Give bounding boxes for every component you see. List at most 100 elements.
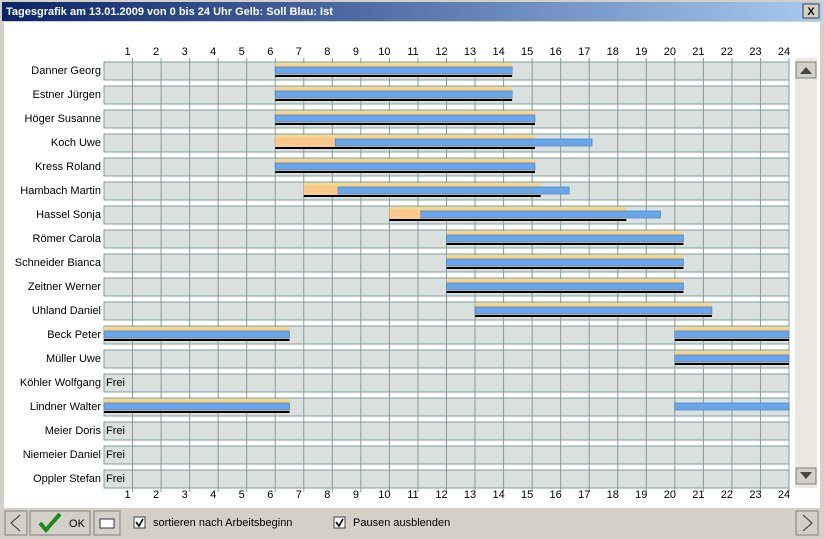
x-tick-label: 21 bbox=[692, 46, 704, 58]
row-label: Hambach Martin bbox=[20, 185, 101, 197]
ist-bar bbox=[474, 306, 713, 315]
x-tick-label: 9 bbox=[353, 489, 359, 501]
soll-underline bbox=[104, 411, 290, 413]
x-tick-label: 8 bbox=[324, 46, 330, 58]
x-tick-label: 4 bbox=[210, 46, 216, 58]
ist-bar bbox=[446, 282, 684, 291]
checkbox[interactable] bbox=[133, 516, 146, 529]
checkbox[interactable] bbox=[333, 516, 346, 529]
soll-top bbox=[475, 303, 712, 305]
x-tick-label: 17 bbox=[578, 46, 590, 58]
free-label: Frei bbox=[106, 449, 125, 461]
soll-top bbox=[674, 327, 789, 329]
next-arrow bbox=[802, 514, 813, 532]
soll-underline bbox=[674, 339, 789, 341]
x-tick-label: 18 bbox=[607, 46, 619, 58]
x-tick-label: 15 bbox=[521, 489, 533, 501]
ok-label[interactable]: OK bbox=[69, 518, 86, 530]
x-tick-label: 4 bbox=[210, 489, 216, 501]
soll-top bbox=[275, 63, 513, 65]
ok-check bbox=[38, 512, 62, 534]
window-title: Tagesgrafik am 13.01.2009 von 0 bis 24 U… bbox=[6, 6, 333, 18]
x-tick-label: 20 bbox=[664, 489, 676, 501]
x-tick-label: 10 bbox=[378, 46, 390, 58]
close-button[interactable] bbox=[802, 3, 820, 19]
row-label: Beck Peter bbox=[47, 329, 101, 341]
soll-underline bbox=[275, 75, 513, 77]
x-tick-label: 17 bbox=[578, 489, 590, 501]
soll-top bbox=[446, 279, 684, 281]
row-label: Köhler Wolfgang bbox=[20, 377, 101, 389]
row-label: Zeitner Werner bbox=[28, 281, 101, 293]
x-tick-label: 19 bbox=[635, 46, 647, 58]
x-tick-label: 18 bbox=[607, 489, 619, 501]
x-tick-label: 23 bbox=[749, 46, 761, 58]
x-tick-label: 14 bbox=[492, 46, 504, 58]
soll-underline bbox=[275, 123, 535, 125]
free-label: Frei bbox=[106, 425, 125, 437]
close-label[interactable]: X bbox=[807, 6, 815, 18]
row-label: Niemeier Daniel bbox=[23, 449, 101, 461]
ist-bar bbox=[420, 210, 661, 219]
row-label: Römer Carola bbox=[33, 233, 102, 245]
checkbox-check bbox=[335, 518, 344, 528]
x-tick-label: 15 bbox=[521, 46, 533, 58]
ist-bar bbox=[446, 258, 684, 267]
ist-bar bbox=[674, 402, 790, 411]
free-label: Frei bbox=[106, 377, 125, 389]
ist-bar bbox=[274, 66, 513, 75]
x-tick-label: 5 bbox=[239, 46, 245, 58]
x-tick-label: 1 bbox=[124, 46, 130, 58]
scrollbar[interactable] bbox=[795, 58, 817, 488]
soll-underline bbox=[303, 195, 541, 197]
ist-bar bbox=[274, 90, 513, 99]
soll-underline bbox=[104, 339, 290, 341]
ist-bar bbox=[334, 138, 593, 147]
soll-top bbox=[389, 207, 627, 209]
row-label: Höger Susanne bbox=[25, 113, 101, 125]
soll-top bbox=[303, 183, 541, 185]
soll-top bbox=[275, 111, 535, 113]
row-label: Uhland Daniel bbox=[32, 305, 101, 317]
next-button[interactable] bbox=[795, 510, 819, 536]
x-tick-label: 2 bbox=[153, 46, 159, 58]
soll-top bbox=[275, 159, 535, 161]
x-tick-label: 24 bbox=[778, 46, 790, 58]
printer-icon bbox=[99, 518, 115, 529]
checkbox-label[interactable]: Pausen ausblenden bbox=[353, 517, 450, 529]
x-tick-label: 22 bbox=[721, 489, 733, 501]
row-label: Oppler Stefan bbox=[33, 473, 101, 485]
x-tick-label: 11 bbox=[407, 46, 418, 58]
soll-top bbox=[674, 351, 789, 353]
x-tick-label: 3 bbox=[182, 489, 188, 501]
soll-top bbox=[275, 87, 513, 89]
row-label: Meier Doris bbox=[45, 425, 102, 437]
free-label: Frei bbox=[106, 473, 125, 485]
prev-arrow bbox=[10, 514, 21, 532]
soll-underline bbox=[275, 147, 535, 149]
soll-underline bbox=[446, 243, 684, 245]
soll-top bbox=[104, 399, 290, 401]
ist-bar bbox=[103, 330, 290, 339]
x-tick-label: 3 bbox=[182, 46, 188, 58]
ist-bar bbox=[337, 186, 570, 195]
x-tick-label: 13 bbox=[464, 489, 476, 501]
x-tick-label: 8 bbox=[324, 489, 330, 501]
ist-bar bbox=[674, 330, 790, 339]
footer: sortieren nach Arbeitsbeginn Pausen ausbl… bbox=[133, 516, 450, 529]
x-tick-label: 11 bbox=[407, 489, 418, 501]
x-tick-label: 7 bbox=[296, 489, 302, 501]
x-tick-label: 6 bbox=[267, 46, 273, 58]
x-tick-label: 21 bbox=[692, 489, 704, 501]
checkbox-label[interactable]: sortieren nach Arbeitsbeginn bbox=[153, 517, 292, 529]
x-tick-label: 23 bbox=[749, 489, 761, 501]
soll-underline bbox=[475, 315, 712, 317]
row-label: Hassel Sonja bbox=[36, 209, 102, 221]
ist-bar bbox=[446, 234, 684, 243]
ist-bar bbox=[674, 354, 790, 363]
ist-bar bbox=[274, 114, 536, 123]
prev-button[interactable] bbox=[4, 510, 28, 536]
soll-underline bbox=[446, 291, 684, 293]
